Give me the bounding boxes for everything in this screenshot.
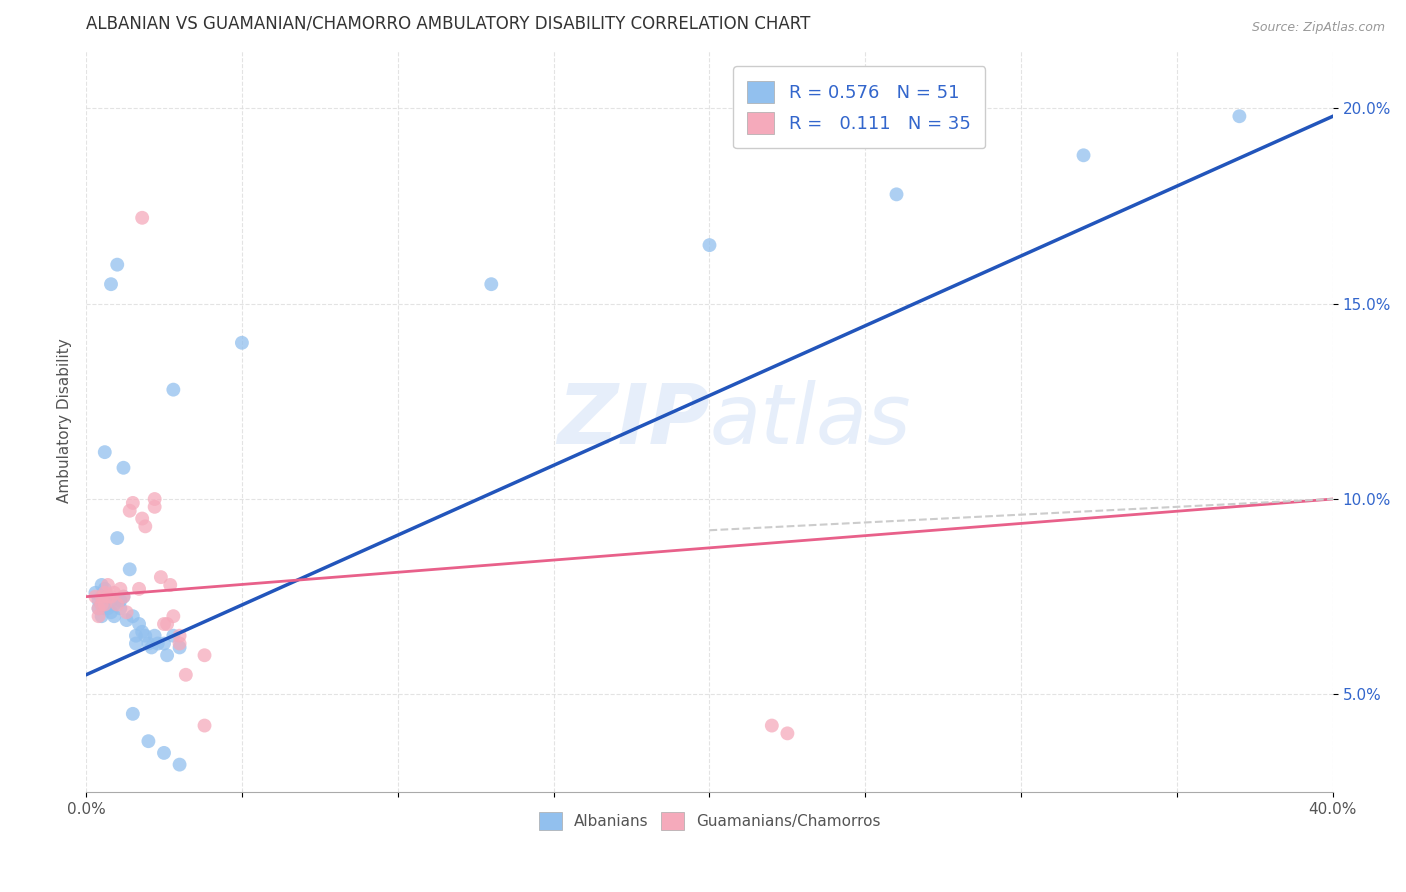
Point bbox=[143, 629, 166, 643]
Point bbox=[103, 609, 125, 624]
Point bbox=[103, 598, 125, 612]
Point bbox=[90, 598, 112, 612]
Point bbox=[159, 578, 181, 592]
Point bbox=[761, 718, 783, 732]
Point bbox=[105, 258, 128, 272]
Point bbox=[162, 609, 184, 624]
Point bbox=[153, 746, 176, 760]
Point bbox=[134, 519, 156, 533]
Text: atlas: atlas bbox=[710, 380, 911, 461]
Point bbox=[143, 500, 166, 514]
Point bbox=[90, 598, 112, 612]
Point bbox=[97, 590, 120, 604]
Point bbox=[90, 590, 112, 604]
Point bbox=[169, 757, 191, 772]
Point bbox=[193, 718, 215, 732]
Legend: Albanians, Guamanians/Chamorros: Albanians, Guamanians/Chamorros bbox=[533, 805, 886, 837]
Point bbox=[112, 590, 135, 604]
Point bbox=[115, 613, 138, 627]
Point bbox=[128, 617, 150, 632]
Point bbox=[156, 648, 179, 663]
Point bbox=[87, 609, 110, 624]
Point bbox=[143, 491, 166, 506]
Point bbox=[156, 617, 179, 632]
Point bbox=[125, 629, 148, 643]
Point bbox=[87, 593, 110, 607]
Point bbox=[149, 570, 172, 584]
Point bbox=[115, 605, 138, 619]
Point bbox=[110, 593, 132, 607]
Point bbox=[153, 636, 176, 650]
Point bbox=[87, 601, 110, 615]
Point bbox=[121, 496, 143, 510]
Point bbox=[94, 445, 117, 459]
Point bbox=[138, 734, 160, 748]
Point bbox=[1229, 109, 1251, 123]
Point bbox=[100, 593, 122, 607]
Point bbox=[90, 590, 112, 604]
Point bbox=[125, 636, 148, 650]
Point bbox=[84, 590, 107, 604]
Point bbox=[121, 706, 143, 721]
Point bbox=[94, 601, 117, 615]
Point bbox=[97, 578, 120, 592]
Point bbox=[100, 590, 122, 604]
Point bbox=[94, 598, 117, 612]
Point bbox=[479, 277, 502, 292]
Point bbox=[121, 609, 143, 624]
Point bbox=[169, 636, 191, 650]
Text: ZIP: ZIP bbox=[557, 380, 710, 461]
Point bbox=[97, 601, 120, 615]
Text: Source: ZipAtlas.com: Source: ZipAtlas.com bbox=[1251, 21, 1385, 34]
Point bbox=[131, 624, 153, 639]
Point bbox=[94, 593, 117, 607]
Point bbox=[118, 562, 141, 576]
Point bbox=[162, 629, 184, 643]
Point bbox=[131, 511, 153, 525]
Point bbox=[110, 601, 132, 615]
Point bbox=[169, 640, 191, 655]
Point bbox=[97, 590, 120, 604]
Point bbox=[112, 590, 135, 604]
Point bbox=[105, 598, 128, 612]
Point bbox=[90, 578, 112, 592]
Point bbox=[90, 609, 112, 624]
Point bbox=[100, 277, 122, 292]
Y-axis label: Ambulatory Disability: Ambulatory Disability bbox=[58, 339, 72, 503]
Point bbox=[94, 586, 117, 600]
Text: ALBANIAN VS GUAMANIAN/CHAMORRO AMBULATORY DISABILITY CORRELATION CHART: ALBANIAN VS GUAMANIAN/CHAMORRO AMBULATOR… bbox=[86, 15, 810, 33]
Point bbox=[141, 640, 163, 655]
Point bbox=[134, 629, 156, 643]
Point bbox=[112, 460, 135, 475]
Point bbox=[146, 636, 169, 650]
Point bbox=[153, 617, 176, 632]
Point bbox=[169, 629, 191, 643]
Point bbox=[84, 586, 107, 600]
Point bbox=[110, 582, 132, 596]
Point bbox=[103, 586, 125, 600]
Point bbox=[699, 238, 721, 252]
Point bbox=[128, 582, 150, 596]
Point bbox=[162, 383, 184, 397]
Point bbox=[94, 582, 117, 596]
Point bbox=[193, 648, 215, 663]
Point bbox=[174, 667, 197, 681]
Point bbox=[776, 726, 799, 740]
Point bbox=[118, 504, 141, 518]
Point bbox=[131, 211, 153, 225]
Point bbox=[105, 531, 128, 545]
Point bbox=[886, 187, 908, 202]
Point bbox=[100, 605, 122, 619]
Point bbox=[231, 335, 253, 350]
Point bbox=[1073, 148, 1095, 162]
Point bbox=[138, 636, 160, 650]
Point bbox=[87, 601, 110, 615]
